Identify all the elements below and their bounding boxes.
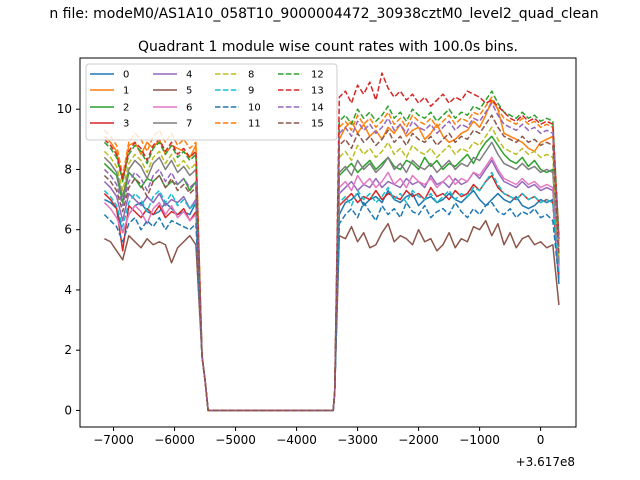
- legend-label-13: 13: [311, 86, 324, 97]
- legend-label-11: 11: [248, 119, 261, 130]
- legend-label-14: 14: [311, 103, 324, 114]
- series-line-13: [103, 72, 560, 412]
- legend-label-0: 0: [123, 70, 129, 81]
- legend-box: [85, 63, 338, 141]
- plot-frame: [79, 57, 577, 428]
- legend-label-7: 7: [186, 119, 192, 130]
- x-tick-label: −4000: [276, 433, 317, 447]
- chart-title: Quadrant 1 module wise count rates with …: [138, 39, 518, 55]
- series-line-12: [103, 90, 560, 412]
- legend-label-15: 15: [311, 119, 324, 130]
- legend-label-4: 4: [186, 70, 192, 81]
- y-tick-label: 8: [64, 162, 72, 176]
- y-tick-label: 4: [64, 283, 72, 297]
- x-tick-label: −1000: [459, 433, 500, 447]
- x-tick-label: −5000: [215, 433, 256, 447]
- series-line-8: [103, 126, 560, 412]
- legend-label-9: 9: [248, 86, 254, 97]
- y-tick-label: 10: [57, 102, 72, 116]
- y-tick-label: 6: [64, 223, 72, 237]
- series-line-14: [103, 102, 560, 412]
- legend-label-2: 2: [123, 103, 129, 114]
- x-tick-label: −7000: [93, 433, 134, 447]
- legend-label-12: 12: [311, 70, 324, 81]
- x-tick-label: −3000: [337, 433, 378, 447]
- legend-label-8: 8: [248, 70, 254, 81]
- y-axis: 0 2 4 6 8 10: [57, 102, 80, 417]
- y-tick-label: 2: [64, 343, 72, 357]
- x-tick-label: −2000: [398, 433, 439, 447]
- x-axis-offset-text: +3.617e8: [516, 455, 575, 469]
- legend-label-1: 1: [123, 86, 129, 97]
- y-tick-label: 0: [64, 403, 72, 417]
- figure-suptitle: n file: modeM0/AS1A10_058T10_9000004472_…: [49, 6, 598, 22]
- series-line-15: [103, 114, 560, 412]
- x-tick-label: 0: [537, 433, 545, 447]
- legend-label-3: 3: [123, 119, 129, 130]
- x-tick-label: −6000: [154, 433, 195, 447]
- legend-label-6: 6: [186, 103, 192, 114]
- x-axis: −7000 −6000 −5000 −4000 −3000 −2000 −1000 0: [93, 427, 544, 447]
- legend-label-5: 5: [186, 86, 192, 97]
- legend-label-10: 10: [248, 103, 261, 114]
